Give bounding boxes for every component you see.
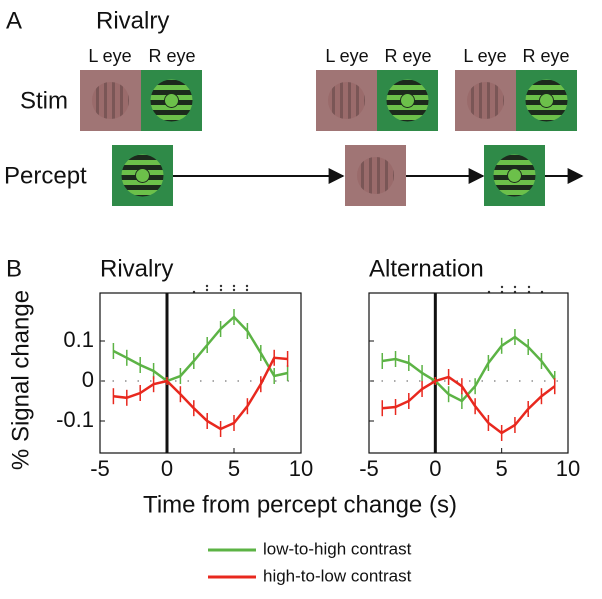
y-tick-label: 0 xyxy=(82,367,94,392)
eye-label: R eye xyxy=(384,46,431,66)
y-axis-label: % Signal change xyxy=(7,290,34,470)
x-tick-label: 10 xyxy=(556,456,580,481)
series-line xyxy=(113,356,288,431)
panel-title: Alternation xyxy=(369,255,484,282)
x-tick-label: 0 xyxy=(161,456,173,481)
stimulus xyxy=(455,70,516,131)
series-line xyxy=(382,375,556,435)
stimulus xyxy=(376,69,439,132)
y-tick-label: -0.1 xyxy=(56,407,94,432)
x-tick-label: 0 xyxy=(429,456,441,481)
series-line xyxy=(112,315,288,383)
stimulus xyxy=(140,69,203,132)
stimulus xyxy=(316,70,377,131)
x-tick-label: -5 xyxy=(90,456,110,481)
panel-label: A xyxy=(6,7,22,34)
y-tick-label: 0.1 xyxy=(63,327,94,352)
panel-a: A Rivalry L eye R eye L eye R eye L eye … xyxy=(4,7,584,207)
plot-frame xyxy=(368,292,569,454)
stimulus xyxy=(80,70,141,131)
eye-label: L eye xyxy=(88,46,131,66)
row-label: Percept xyxy=(4,162,87,189)
legend-label: low-to-high contrast xyxy=(263,539,412,558)
x-tick-label: 5 xyxy=(228,456,240,481)
eye-label: R eye xyxy=(522,46,569,66)
plot-frame xyxy=(99,292,302,454)
eye-label: R eye xyxy=(148,46,195,66)
x-tick-label: -5 xyxy=(359,456,379,481)
panel-label: B xyxy=(6,255,22,282)
legend-label: high-to-low contrast xyxy=(263,566,412,585)
panel-title: Rivalry xyxy=(100,255,173,282)
percept xyxy=(483,144,546,207)
percept xyxy=(111,144,174,207)
row-label: Stim xyxy=(20,87,68,114)
percept xyxy=(345,145,406,206)
series-line xyxy=(382,335,556,403)
eye-label: L eye xyxy=(463,46,506,66)
panel-title: Rivalry xyxy=(96,7,169,34)
x-axis-label: Time from percept change (s) xyxy=(143,491,457,518)
eye-label: L eye xyxy=(325,46,368,66)
stimulus xyxy=(515,69,578,132)
x-tick-label: 5 xyxy=(496,456,508,481)
sig-markers xyxy=(192,284,544,294)
x-tick-label: 10 xyxy=(289,456,313,481)
